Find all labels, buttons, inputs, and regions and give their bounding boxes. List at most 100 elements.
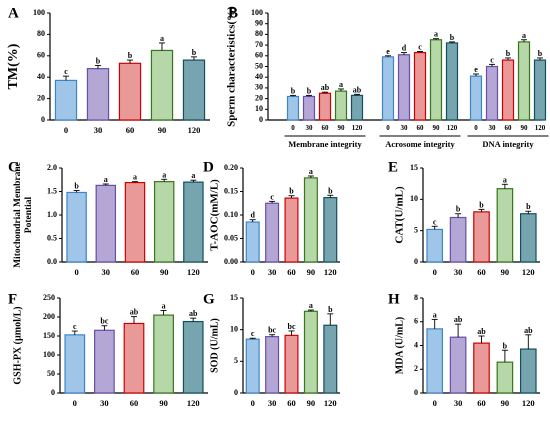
y-axis-label: MDA (U/mL) [394, 317, 405, 375]
y-tick-label: 50 [47, 369, 55, 378]
chart-panel-f: F 0 50 100 150 200 250 GSH-PX (µmol/L) c bc ab a ab 0… [8, 291, 208, 408]
chart-panel-d: D 0.00 0.05 0.10 0.15 0.20T-AOC(mM/L) d c b a b 0 30… [203, 159, 340, 277]
y-tick-label: 8 [414, 293, 418, 302]
significance-letter: a [503, 175, 507, 184]
significance-letter: b [307, 86, 312, 95]
x-tick-label: 30 [94, 125, 103, 135]
y-tick-label: 0 [51, 388, 55, 397]
x-tick-label: 120 [187, 267, 200, 277]
x-tick-label: 60 [477, 267, 486, 277]
y-tick-label: 200 [43, 312, 55, 321]
bar-90 [153, 314, 174, 394]
bar-60 [413, 51, 427, 121]
bar-0 [286, 95, 300, 121]
x-tick-label: 60 [131, 267, 140, 277]
chart-panel-a: A 0 20 40 60 80 100 TM(%) c b b a b 0 30 60 90 120 [6, 5, 210, 135]
y-axis-label: TM(%) [6, 43, 21, 89]
x-tick-label: 90 [338, 124, 346, 132]
x-tick-label: 0 [474, 124, 478, 132]
x-tick-label: 60 [287, 398, 296, 408]
bar-30 [265, 336, 280, 394]
y-tick-label: 0.05 [224, 233, 238, 242]
x-tick-label: 90 [158, 125, 167, 135]
significance-letter: a [433, 310, 437, 319]
x-tick-label: 30 [454, 398, 463, 408]
x-tick-label: 0 [73, 398, 77, 408]
significance-letter: e [474, 65, 478, 74]
y-tick-label: 20 [37, 93, 45, 102]
x-tick-label: 0 [433, 267, 437, 277]
y-tick-label: 0 [414, 257, 418, 266]
x-tick-label: 120 [535, 124, 546, 132]
significance-letter: a [104, 175, 108, 184]
x-tick-label: 60 [477, 398, 486, 408]
x-tick-label: 90 [307, 398, 316, 408]
y-tick-label: 0 [234, 388, 238, 397]
y-axis-label: CAT(U/mL) [394, 186, 406, 244]
y-tick-label: 0 [41, 115, 45, 124]
x-tick-label: 0 [291, 124, 295, 132]
significance-letter: ab [321, 83, 330, 92]
y-tick-label: 100 [33, 8, 45, 17]
panel-letter: C [8, 159, 19, 175]
y-axis-label: T-AOC(mM/L) [209, 179, 221, 251]
y-tick-label: 40 [255, 72, 263, 81]
x-tick-label: 30 [454, 267, 463, 277]
x-tick-label: 60 [287, 267, 296, 277]
significance-letter: c [433, 217, 437, 226]
x-tick-label: 0 [386, 124, 390, 132]
bar-60 [473, 211, 490, 263]
significance-letter: e [386, 47, 390, 56]
x-tick-label: 90 [159, 398, 168, 408]
bar-120 [519, 348, 537, 394]
significance-letter: c [251, 329, 255, 338]
bar-30 [449, 336, 467, 394]
y-tick-label: 250 [43, 293, 55, 302]
y-tick-label: 90 [255, 19, 263, 28]
significance-letter: b [538, 49, 543, 58]
significance-letter: b [456, 205, 461, 214]
x-tick-label: 30 [401, 124, 409, 132]
panel-letter: D [203, 159, 214, 175]
bar-90 [150, 49, 174, 121]
panel-letter: E [388, 159, 398, 175]
bar-0 [54, 79, 78, 121]
y-tick-label: 15 [230, 293, 238, 302]
chart-panel-e: E 0 5 10 15 CAT(U/mL) c b b a b 0 30 60 90 120 [388, 159, 540, 277]
x-tick-label: 30 [268, 267, 277, 277]
y-tick-label: 60 [37, 51, 45, 60]
x-tick-label: 60 [417, 124, 425, 132]
x-tick-label: 120 [522, 398, 535, 408]
significance-letter: b [96, 56, 101, 65]
bar-90 [303, 310, 318, 394]
significance-letter: b [450, 33, 455, 42]
y-tick-label: 2.0 [47, 163, 57, 172]
significance-letter: b [526, 202, 531, 211]
y-tick-label: 10 [230, 324, 238, 333]
x-tick-label: 60 [505, 124, 513, 132]
bar-30 [86, 68, 110, 121]
x-tick-label: 0 [64, 125, 68, 135]
y-tick-label: 30 [255, 83, 263, 92]
x-tick-label: 90 [501, 398, 510, 408]
significance-letter: b [506, 49, 511, 58]
bar-90 [517, 41, 531, 121]
group-label: DNA integrity [482, 139, 534, 149]
significance-letter: a [191, 171, 195, 180]
bar-120 [183, 181, 204, 263]
significance-letter: ab [477, 327, 486, 336]
bar-60 [124, 181, 146, 263]
significance-letter: a [162, 302, 166, 311]
y-tick-label: 100 [251, 8, 263, 17]
significance-letter: d [402, 44, 407, 53]
significance-letter: c [73, 322, 77, 331]
bar-120 [350, 94, 364, 121]
bar-30 [302, 95, 316, 121]
y-tick-label: 6 [414, 317, 418, 326]
bar-30 [94, 329, 115, 394]
y-tick-label: 0.00 [224, 257, 238, 266]
bar-60 [284, 334, 299, 394]
panel-letter: F [8, 291, 17, 307]
panel-letter: H [388, 291, 400, 307]
y-tick-label: 0 [414, 388, 418, 397]
